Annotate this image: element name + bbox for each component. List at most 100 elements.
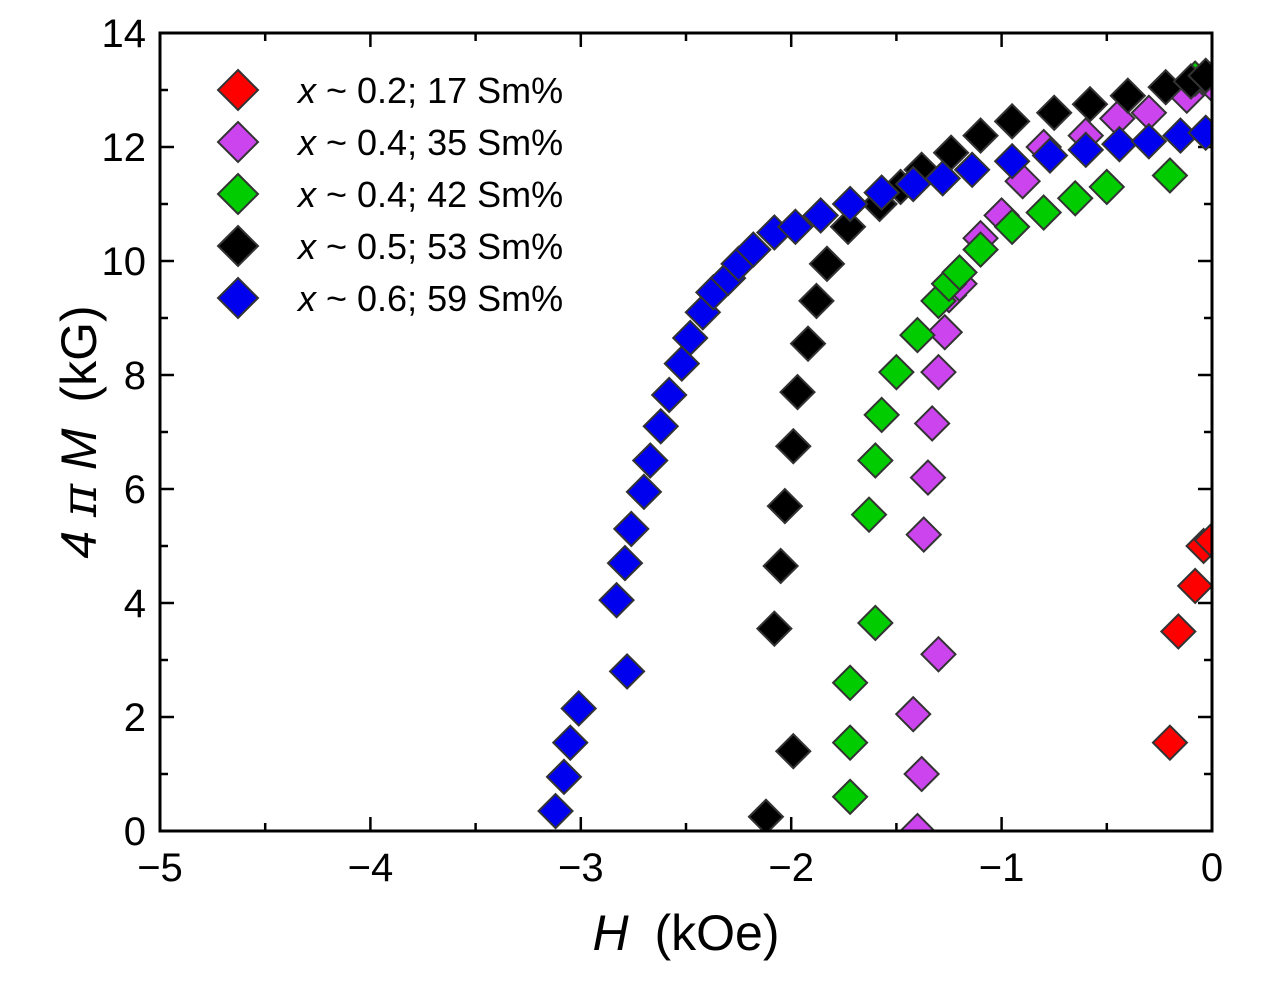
data-point <box>831 778 869 816</box>
legend-marker <box>216 276 260 320</box>
data-point <box>774 732 812 770</box>
data-point <box>993 208 1031 246</box>
data-point <box>894 695 932 733</box>
legend-entry: x ~ 0.4; 42 Sm% <box>216 172 563 216</box>
data-point <box>625 473 663 511</box>
data-point <box>1025 194 1063 231</box>
data-point <box>734 231 772 269</box>
data-point <box>829 208 867 246</box>
data-point <box>905 516 943 554</box>
data-point <box>1067 131 1105 169</box>
y-tick-label: 6 <box>124 468 146 512</box>
data-point <box>920 635 957 673</box>
y-tick-label: 4 <box>124 582 146 626</box>
data-point <box>877 353 915 391</box>
legend-marker <box>216 172 260 216</box>
x-axis-title: H (kOe) <box>592 905 779 961</box>
x-tick-label: −2 <box>768 846 814 890</box>
data-point <box>1088 168 1126 206</box>
legend-label: x ~ 0.2; 17 Sm% <box>296 70 563 111</box>
data-point <box>903 755 941 793</box>
data-point <box>1187 114 1212 152</box>
data-point <box>1151 157 1189 194</box>
y-tick-label: 10 <box>102 240 147 284</box>
data-point <box>612 510 650 548</box>
data-point <box>1187 57 1212 95</box>
y-axis-unit: (kG) <box>51 305 107 402</box>
legend-entry: x ~ 0.6; 59 Sm% <box>216 276 563 320</box>
data-point <box>1031 137 1069 174</box>
legend-label: x ~ 0.6; 59 Sm% <box>296 278 563 319</box>
data-point <box>831 185 869 223</box>
plot-frame <box>158 31 1214 833</box>
data-point <box>545 758 583 796</box>
data-point <box>560 690 598 727</box>
data-point <box>993 102 1031 140</box>
x-tick-label: −4 <box>348 846 394 890</box>
data-point <box>1101 125 1138 163</box>
legend-entry: x ~ 0.5; 53 Sm% <box>216 224 563 268</box>
y-axis-title: 4 π M (kG) <box>50 305 108 558</box>
data-point <box>537 792 574 830</box>
data-point <box>850 496 888 534</box>
data-point <box>953 151 991 189</box>
y-tick-label: 2 <box>124 696 146 740</box>
x-tick-label: −5 <box>137 846 183 890</box>
data-point <box>755 610 793 648</box>
data-point <box>831 724 869 762</box>
data-point <box>856 604 894 642</box>
legend-marker <box>216 120 260 164</box>
data-point <box>1056 179 1094 217</box>
data-point <box>924 159 962 197</box>
data-point <box>671 319 709 357</box>
series-1 <box>1151 521 1212 762</box>
data-point <box>1071 85 1109 123</box>
data-point <box>762 547 800 585</box>
data-point <box>1159 613 1197 650</box>
data-point <box>606 544 644 582</box>
data-point <box>551 724 589 762</box>
y-axis-var: M <box>51 428 107 470</box>
x-axis-var: H <box>592 905 629 961</box>
data-point <box>802 196 840 234</box>
data-markers <box>537 57 1212 831</box>
data-point <box>789 325 827 363</box>
data-point <box>808 245 846 283</box>
data-point <box>774 427 812 465</box>
data-point <box>798 282 835 320</box>
data-point <box>962 231 999 269</box>
data-point <box>608 652 646 690</box>
data-point <box>1035 94 1073 132</box>
x-tick-label: −3 <box>558 846 604 890</box>
data-point <box>913 405 951 442</box>
data-point <box>863 396 901 434</box>
y-tick-label: 8 <box>124 354 146 398</box>
axis-titles: H (kOe) 4 π M (kG) <box>50 305 780 961</box>
data-point <box>1193 521 1212 559</box>
axes: −5 −4 −3 −2 −1 0 0 2 4 6 8 10 12 14 <box>102 12 1224 890</box>
data-point <box>962 117 999 155</box>
x-tick-label: −1 <box>979 846 1025 890</box>
data-point <box>899 316 936 354</box>
data-point <box>920 353 957 391</box>
data-point <box>747 798 785 831</box>
legend-entry: x ~ 0.2; 17 Sm% <box>216 68 563 112</box>
data-point <box>598 581 635 619</box>
x-tick-label: 0 <box>1201 846 1223 890</box>
y-tick-label: 0 <box>124 810 146 854</box>
x-axis-unit: (kOe) <box>655 905 780 961</box>
legend-label: x ~ 0.4; 42 Sm% <box>296 174 563 215</box>
y-axis-prefix: 4 <box>51 531 107 559</box>
y-axis-pi: π <box>50 483 108 518</box>
data-point <box>909 459 947 497</box>
data-point <box>642 407 680 445</box>
legend-marker <box>216 224 260 268</box>
data-point <box>1176 567 1212 605</box>
data-point <box>856 442 894 479</box>
data-point <box>650 376 688 414</box>
data-point <box>1151 724 1189 762</box>
series-5 <box>537 114 1212 830</box>
data-point <box>831 664 869 702</box>
legend-label: x ~ 0.5; 53 Sm% <box>296 226 563 267</box>
